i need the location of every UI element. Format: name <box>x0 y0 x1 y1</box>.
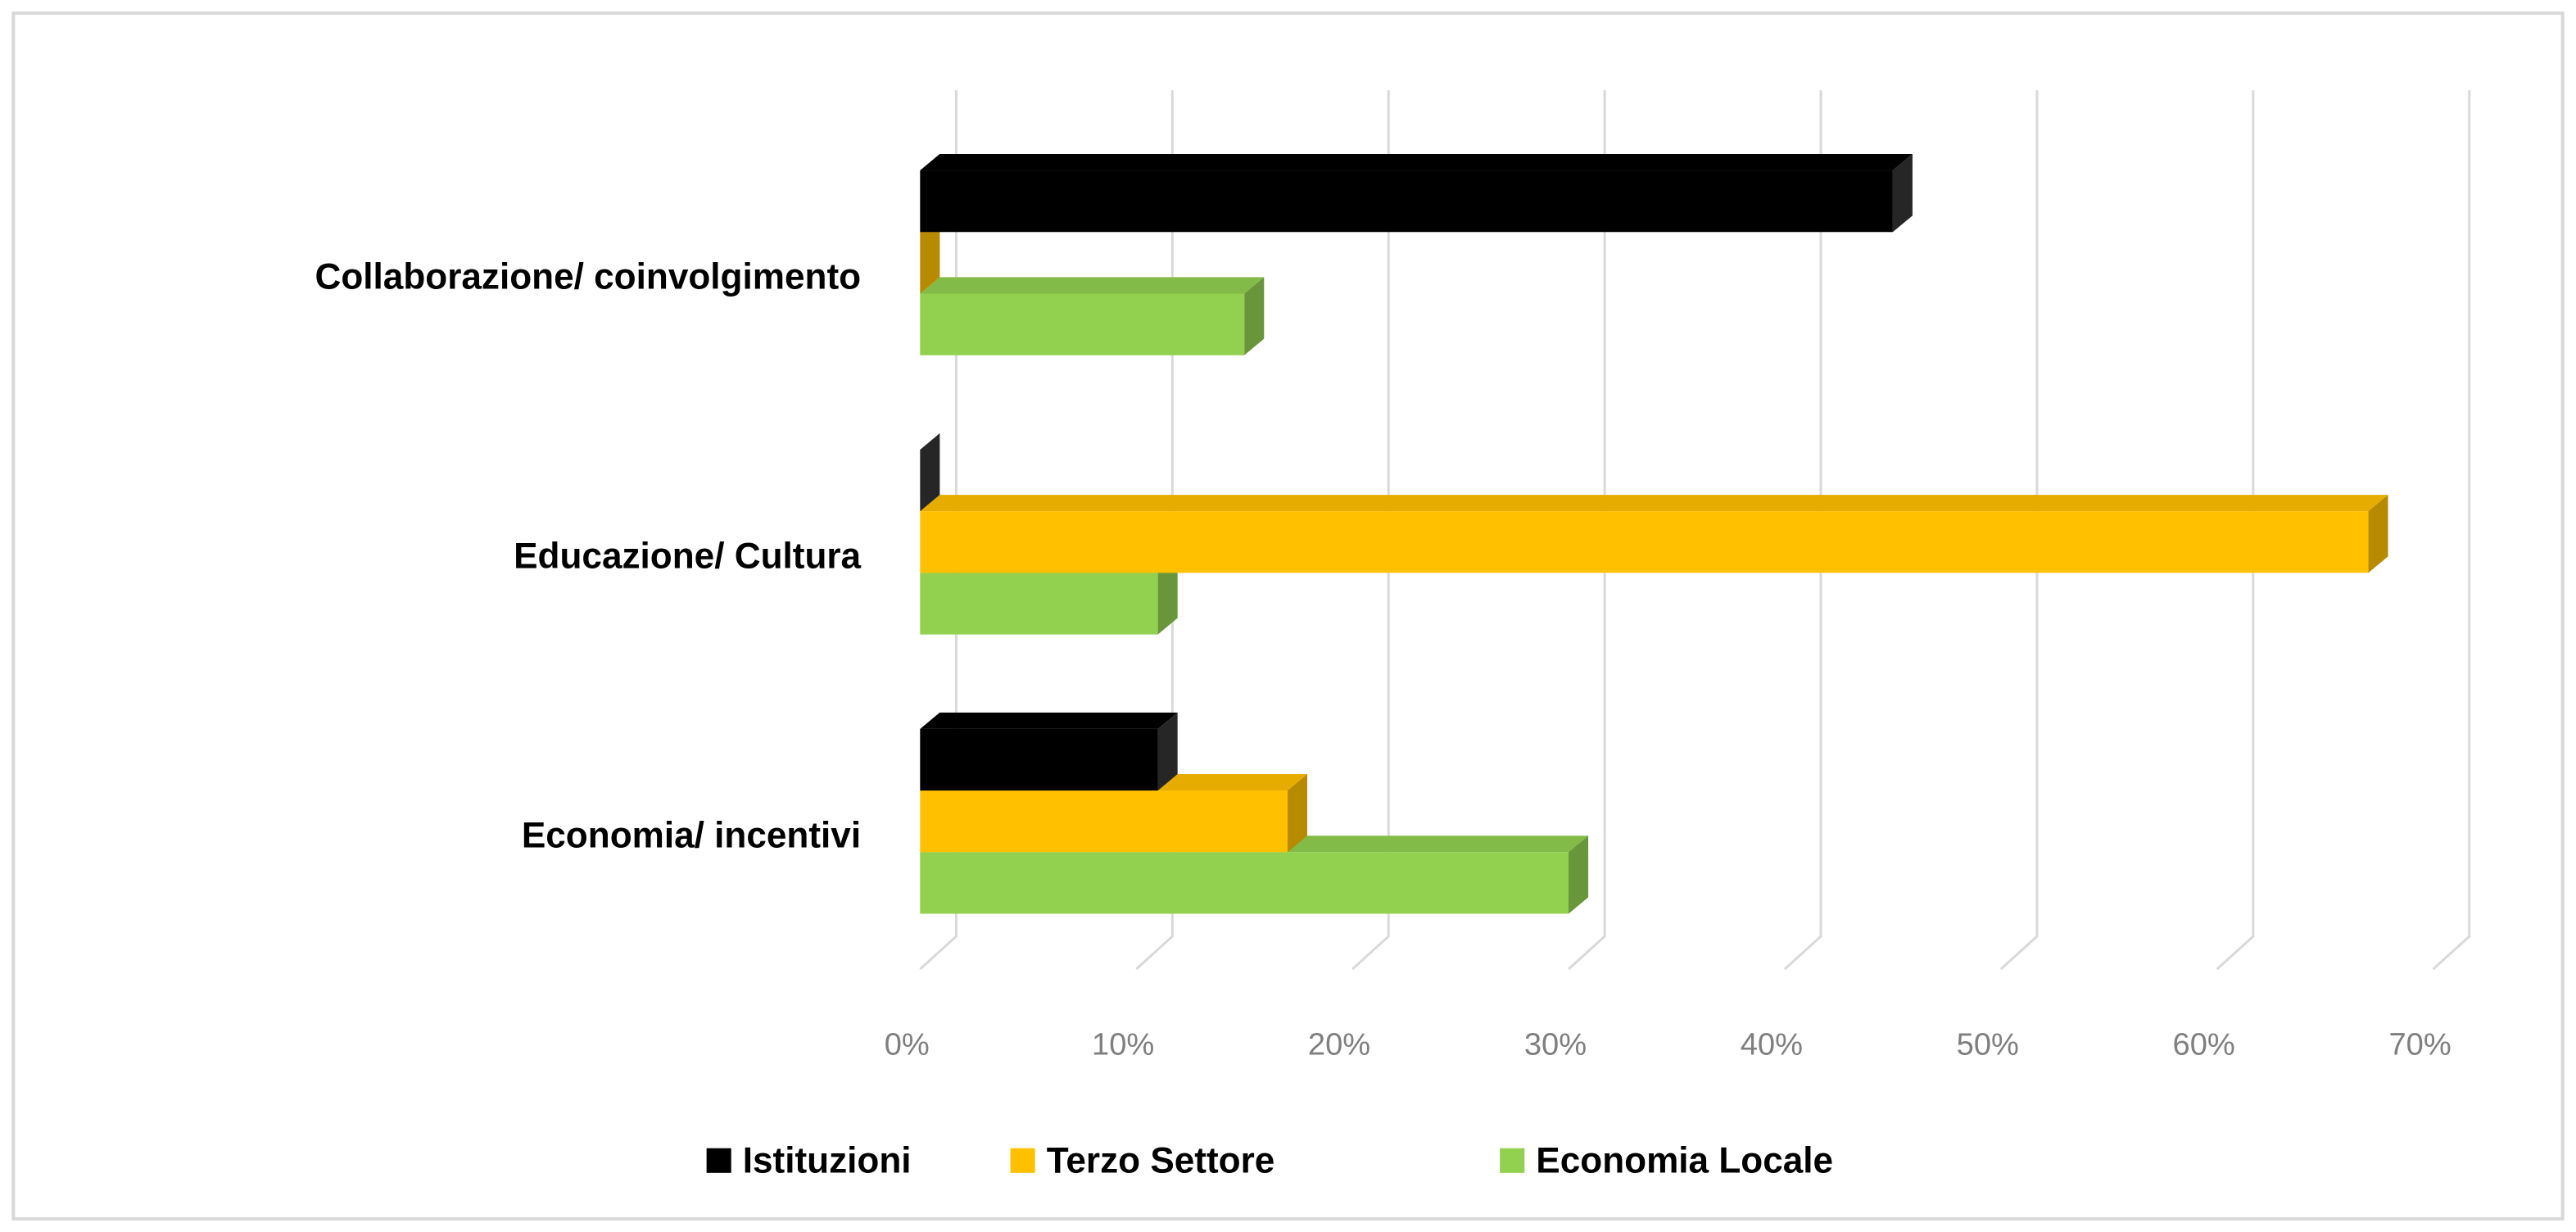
category-label: Educazione/ Cultura <box>514 536 861 576</box>
grid-line <box>1135 90 1174 971</box>
bar-top <box>920 712 1178 729</box>
bar-side <box>1892 154 1913 233</box>
legend-swatch <box>706 1148 731 1173</box>
category-label: Collaborazione/ coinvolgimento <box>315 257 862 297</box>
bar <box>920 154 1913 233</box>
bar-front <box>920 728 1158 791</box>
grid-line <box>919 90 958 971</box>
x-tick-label: 10% <box>1092 1027 1154 1062</box>
bar-top <box>920 277 1265 294</box>
grid-line <box>1783 90 1822 971</box>
bar-front <box>920 511 2369 573</box>
bar <box>920 433 940 512</box>
grid-line <box>1999 90 2039 971</box>
bar-side <box>1569 836 1589 914</box>
bar <box>920 712 1178 791</box>
bar-side <box>1157 712 1178 791</box>
x-tick-label: 70% <box>2388 1027 2451 1062</box>
legend-swatch <box>1010 1148 1035 1173</box>
bar-front <box>920 573 1158 635</box>
x-tick-label: 40% <box>1741 1027 1803 1062</box>
grid-line <box>2216 90 2255 971</box>
x-tick-label: 50% <box>1957 1027 2019 1062</box>
grid-line <box>2432 90 2471 971</box>
bar-side <box>920 433 940 512</box>
bar-top <box>920 154 1913 171</box>
x-tick-label: 30% <box>1524 1027 1587 1062</box>
bar-front <box>920 852 1569 914</box>
x-tick-label: 60% <box>2173 1027 2235 1062</box>
grid-line <box>1351 90 1390 971</box>
bar-side <box>2368 495 2388 573</box>
x-tick-label: 20% <box>1308 1027 1370 1062</box>
legend-label: Terzo Settore <box>1047 1140 1275 1180</box>
bar <box>920 495 2388 573</box>
x-tick-label: 0% <box>885 1027 930 1062</box>
bar-front <box>920 790 1288 853</box>
grid-line <box>1567 90 1606 971</box>
legend-label: Istituzioni <box>743 1140 912 1180</box>
bar <box>920 277 1265 356</box>
bar <box>920 215 940 294</box>
bar-side <box>1157 556 1178 635</box>
bar-side <box>920 215 940 294</box>
bar <box>920 836 1589 914</box>
bar-top <box>920 495 2388 512</box>
legend-swatch <box>1500 1148 1525 1173</box>
bar-front <box>920 170 1893 233</box>
bar-side <box>1244 277 1265 356</box>
legend-label: Economia Locale <box>1536 1140 1833 1180</box>
bar-side <box>1287 774 1308 853</box>
bar-front <box>920 293 1245 356</box>
category-label: Economia/ incentivi <box>522 815 861 855</box>
